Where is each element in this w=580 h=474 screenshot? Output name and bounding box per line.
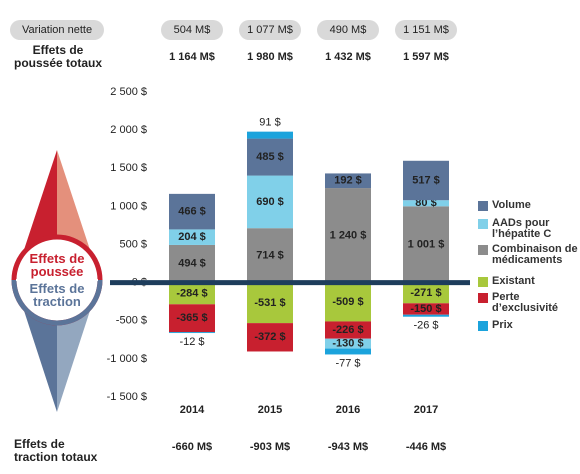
value-label: -531 $: [254, 297, 285, 309]
bar-segment: [169, 193, 215, 230]
bar-segment: [403, 282, 449, 304]
bar-segment: [169, 229, 215, 245]
legend-label: Existant: [492, 275, 535, 287]
value-label: -271 $: [410, 287, 441, 299]
value-label: 714 $: [256, 249, 284, 261]
bar-segment: [247, 323, 293, 352]
value-label: 91 $: [259, 117, 280, 129]
pull-label: Effets de traction: [29, 281, 85, 309]
value-label: -509 $: [332, 296, 363, 308]
y-tick-label: 2 500 $: [110, 86, 147, 98]
legend-label: Prix: [492, 319, 513, 331]
value-label: 466 $: [178, 206, 206, 218]
bar-segment: [169, 332, 215, 334]
net-variation: 1 151 M$: [403, 24, 449, 36]
value-label: -130 $: [332, 338, 363, 350]
bar-segment: [325, 348, 371, 355]
value-label: 1 240 $: [330, 229, 367, 241]
net-variation-label: Variation nette: [22, 24, 92, 36]
pull-total: -943 M$: [328, 441, 368, 453]
x-tick-label: 2014: [180, 404, 205, 416]
y-tick-label: 1 500 $: [110, 162, 147, 174]
x-tick-label: 2016: [336, 404, 360, 416]
value-label: -284 $: [176, 287, 207, 299]
y-tick-label: -1 500 $: [107, 391, 147, 403]
bar-segment: [403, 303, 449, 315]
y-tick-label: 2 000 $: [110, 124, 147, 136]
bar-segment: [325, 188, 371, 283]
legend-swatch: [478, 245, 488, 255]
push-totals-label: Effets de poussée totaux: [13, 43, 103, 70]
y-tick-label: 1 000 $: [110, 200, 147, 212]
push-label: Effets de poussée: [29, 251, 85, 279]
bar-segment: [403, 206, 449, 283]
bar-segment: [325, 338, 371, 349]
bar-segment: [247, 131, 293, 139]
value-label: 690 $: [256, 196, 284, 208]
bar-segment: [403, 160, 449, 201]
legend-swatch: [478, 321, 488, 331]
bar-segment: [247, 282, 293, 324]
bar-segment: [325, 321, 371, 339]
pill: [10, 20, 104, 40]
value-label: -26 $: [413, 320, 438, 332]
value-label: -372 $: [254, 331, 285, 343]
bar-segment: [325, 173, 371, 189]
bar-segment: [403, 314, 449, 317]
bar-segment: [403, 200, 449, 207]
bar-segment: [247, 175, 293, 229]
pull-totals-label: Effets de traction totaux: [14, 437, 98, 464]
value-label: -77 $: [335, 357, 360, 369]
value-label: 494 $: [178, 258, 206, 270]
pill: [239, 20, 301, 40]
compass: [11, 150, 103, 412]
value-label: 1 001 $: [408, 238, 445, 250]
legend-swatch: [478, 219, 488, 229]
push-total: 1 597 M$: [403, 51, 449, 63]
value-label: -226 $: [332, 324, 363, 336]
net-variation: 490 M$: [330, 24, 367, 36]
push-total: 1 164 M$: [169, 51, 215, 63]
legend-swatch: [478, 293, 488, 303]
pull-total: -903 M$: [250, 441, 290, 453]
legend-label: Combinaison de médicaments: [492, 243, 578, 266]
pull-total: -660 M$: [172, 441, 212, 453]
net-variation: 504 M$: [174, 24, 211, 36]
pill: [161, 20, 223, 40]
legend-label: Perte d’exclusivité: [492, 291, 559, 314]
value-label: 485 $: [256, 151, 284, 163]
bar-segment: [247, 228, 293, 283]
y-tick-label: -500 $: [116, 315, 147, 327]
push-total: 1 980 M$: [247, 51, 293, 63]
legend-swatch: [478, 201, 488, 211]
pill: [317, 20, 379, 40]
pull-total: -446 M$: [406, 441, 446, 453]
bar-segment: [169, 304, 215, 333]
legend-label: AADs pour l’hépatite C: [492, 217, 552, 240]
value-label: 517 $: [412, 174, 440, 186]
value-label: 204 $: [178, 231, 206, 243]
bar-segment: [247, 138, 293, 176]
x-tick-label: 2015: [258, 404, 282, 416]
bar-segment: [169, 244, 215, 283]
value-label: -12 $: [179, 336, 204, 348]
value-label: 192 $: [334, 175, 362, 187]
legend-swatch: [478, 277, 488, 287]
y-tick-label: -1 000 $: [107, 353, 147, 365]
value-label: -365 $: [176, 312, 207, 324]
bar-segment: [325, 282, 371, 322]
legend-label: Volume: [492, 199, 531, 211]
push-total: 1 432 M$: [325, 51, 371, 63]
net-variation: 1 077 M$: [247, 24, 293, 36]
pill: [395, 20, 457, 40]
x-tick-label: 2017: [414, 404, 438, 416]
bar-segment: [169, 282, 215, 305]
y-tick-label: 500 $: [119, 238, 147, 250]
value-label: -150 $: [410, 303, 441, 315]
